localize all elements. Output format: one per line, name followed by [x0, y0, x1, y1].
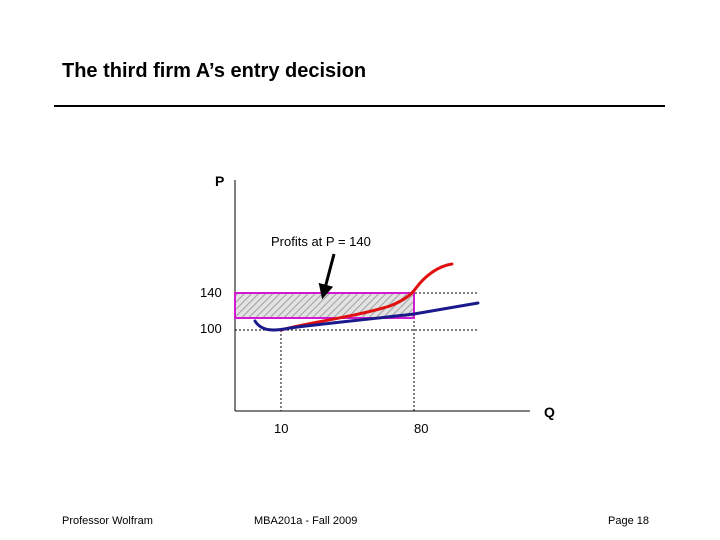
profit-annotation-label: Profits at P = 140: [271, 234, 371, 249]
slide-title: The third firm A’s entry decision: [62, 60, 367, 82]
y-axis-label: P: [215, 173, 225, 189]
marginal-cost-curve: [279, 262, 454, 332]
price-tick-100: 100: [200, 321, 222, 336]
footer-author: Professor Wolfram: [62, 515, 153, 527]
average-cost-curve: [253, 301, 480, 332]
footer-course: MBA201a - Fall 2009: [254, 515, 358, 527]
annotation-arrow: [318, 253, 336, 300]
quantity-tick-80: 80: [414, 421, 429, 436]
title-underline: [54, 105, 665, 107]
price-tick-140: 140: [200, 285, 222, 300]
x-axis-label: Q: [544, 404, 555, 420]
quantity-tick-10: 10: [274, 421, 289, 436]
footer-page-number: Page 18: [608, 515, 649, 527]
